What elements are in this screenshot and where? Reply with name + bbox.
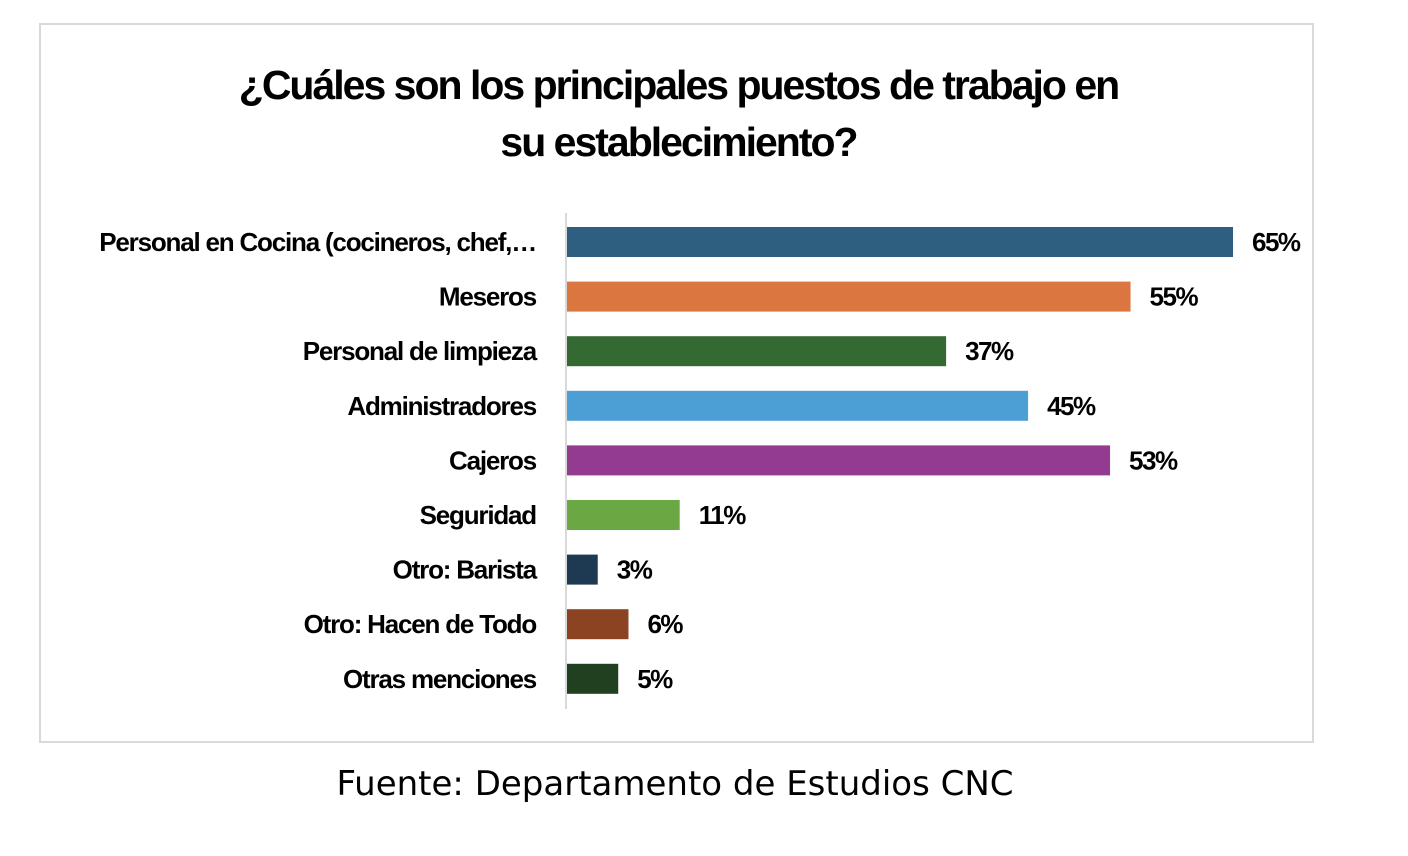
category-label: Administradores (347, 391, 536, 421)
bar (567, 445, 1111, 476)
category-label: Seguridad (420, 500, 537, 530)
data-label: 53% (1129, 445, 1178, 475)
bar (567, 663, 619, 694)
data-label: 6% (647, 609, 683, 639)
data-label: 37% (965, 336, 1014, 366)
data-label: 5% (637, 664, 673, 694)
category-label: Otro: Barista (393, 555, 538, 585)
data-label: 3% (617, 555, 653, 585)
chart-title: ¿Cuáles son los principales puestos de t… (41, 57, 1316, 171)
chart-frame: ¿Cuáles son los principales puestos de t… (39, 23, 1314, 743)
category-label: Personal en Cocina (cocineros, chef,… (99, 227, 536, 257)
data-label: 11% (699, 500, 746, 530)
bar (567, 609, 629, 640)
bar (567, 336, 947, 367)
data-label: 65% (1252, 227, 1301, 257)
bar (567, 554, 598, 585)
category-label: Otras menciones (343, 664, 537, 694)
category-label: Meseros (439, 282, 537, 312)
data-label: 55% (1150, 282, 1199, 312)
chart-title-line-1: ¿Cuáles son los principales puestos de t… (238, 62, 1120, 108)
bar (567, 227, 1233, 257)
bar (567, 281, 1131, 312)
category-label: Otro: Hacen de Todo (304, 609, 537, 639)
category-label: Cajeros (449, 445, 537, 475)
category-label: Personal de limpieza (303, 336, 538, 366)
bar-chart: Personal en Cocina (cocineros, chef,… 65%… (99, 213, 1302, 709)
data-label: 45% (1047, 391, 1096, 421)
bar (567, 500, 680, 530)
chart-title-line-2: su establecimiento? (500, 119, 858, 165)
source-note: Fuente: Departamento de Estudios CNC (336, 764, 1014, 804)
bar (567, 390, 1029, 421)
